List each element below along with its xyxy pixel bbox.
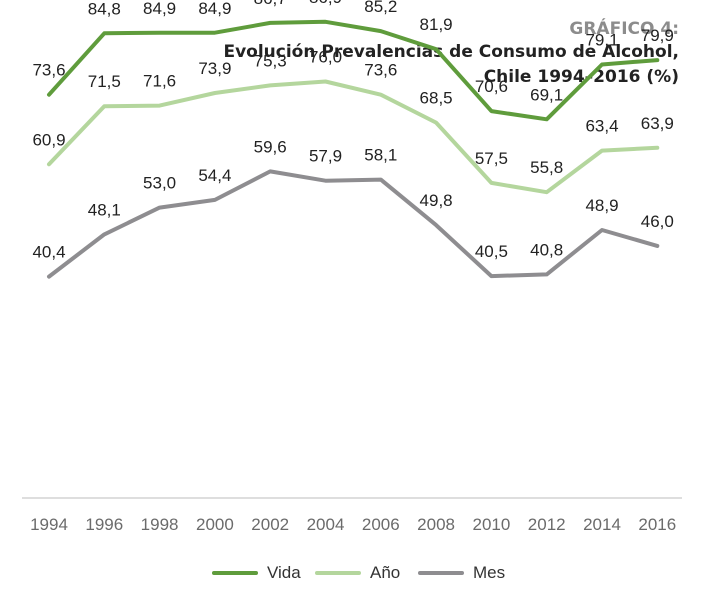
data-label-ano-2012: 55,8	[530, 158, 563, 177]
data-label-vida-2014: 79,1	[585, 31, 618, 50]
data-label-mes-2014: 48,9	[585, 196, 618, 215]
chart-kicker: GRÁFICO 4:	[569, 19, 679, 39]
chart-title-line-2: Chile 1994–2016 (%)	[483, 67, 679, 87]
data-label-vida-2012: 69,1	[530, 85, 563, 104]
data-label-mes-2000: 54,4	[198, 166, 231, 185]
legend-label-ano: Año	[370, 563, 401, 582]
data-label-mes-1998: 53,0	[143, 174, 176, 193]
series-line-mes	[47, 169, 660, 279]
chart-legend: Vida Año Mes	[0, 561, 711, 585]
data-label-ano-2002: 75,3	[254, 51, 287, 70]
x-tick-label-2008: 2008	[417, 515, 455, 534]
data-label-mes-2012: 40,8	[530, 240, 563, 259]
x-tick-label-2012: 2012	[528, 515, 566, 534]
data-label-vida-2006: 85,2	[364, 0, 397, 16]
data-label-ano-1998: 71,6	[143, 72, 176, 91]
legend-swatch-ano	[315, 571, 361, 575]
x-tick-label-2014: 2014	[583, 515, 621, 534]
data-label-vida-2008: 81,9	[420, 15, 453, 34]
data-label-vida-1994: 73,6	[32, 61, 65, 80]
data-label-ano-2010: 57,5	[475, 149, 508, 168]
legend-label-mes: Mes	[473, 563, 506, 582]
x-tick-label-2004: 2004	[307, 515, 345, 534]
data-label-ano-2008: 68,5	[420, 89, 453, 108]
data-label-mes-2006: 58,1	[364, 146, 397, 165]
data-label-ano-2016: 63,9	[641, 114, 674, 133]
data-label-mes-2010: 40,5	[475, 242, 508, 261]
x-tick-label-2000: 2000	[196, 515, 234, 534]
data-label-vida-1996: 84,8	[88, 0, 121, 18]
x-tick-label-2016: 2016	[638, 515, 676, 534]
data-label-ano-2000: 73,9	[198, 59, 231, 78]
data-label-mes-1994: 40,4	[32, 243, 65, 262]
series-line-vida	[47, 19, 660, 122]
legend-item-ano: Año	[315, 561, 400, 585]
x-tick-label-2010: 2010	[472, 515, 510, 534]
data-label-mes-2008: 49,8	[420, 191, 453, 210]
data-label-ano-1996: 71,5	[88, 72, 121, 91]
data-label-vida-2002: 86,7	[254, 0, 287, 8]
chart-heading: GRÁFICO 4: Evolución Prevalencias de Con…	[223, 18, 679, 90]
data-label-vida-2004: 86,9	[309, 0, 342, 7]
legend-item-vida: Vida	[212, 561, 301, 585]
legend-item-mes: Mes	[418, 561, 505, 585]
legend-swatch-mes	[418, 571, 464, 575]
x-tick-label-1998: 1998	[141, 515, 179, 534]
legend-swatch-vida	[212, 571, 258, 575]
data-label-ano-2006: 73,6	[364, 61, 397, 80]
data-label-ano-2004: 76,0	[309, 48, 342, 67]
x-tick-label-1994: 1994	[30, 515, 68, 534]
data-label-vida-2016: 79,9	[641, 26, 674, 45]
legend-label-vida: Vida	[267, 563, 301, 582]
data-label-vida-2010: 70,6	[475, 77, 508, 96]
x-tick-label-2006: 2006	[362, 515, 400, 534]
x-tick-label-1996: 1996	[85, 515, 123, 534]
data-label-ano-1994: 60,9	[32, 130, 65, 149]
data-label-mes-1996: 48,1	[88, 200, 121, 219]
data-label-vida-2000: 84,9	[198, 0, 231, 18]
x-tick-label-2002: 2002	[251, 515, 289, 534]
data-label-mes-2002: 59,6	[254, 137, 287, 156]
series-line-ano	[47, 79, 660, 195]
data-label-vida-1998: 84,9	[143, 0, 176, 18]
data-label-mes-2016: 46,0	[641, 212, 674, 231]
data-label-ano-2014: 63,4	[585, 117, 618, 136]
chart-title-line-1: Evolución Prevalencias de Consumo de Alc…	[223, 42, 679, 62]
data-label-mes-2004: 57,9	[309, 147, 342, 166]
